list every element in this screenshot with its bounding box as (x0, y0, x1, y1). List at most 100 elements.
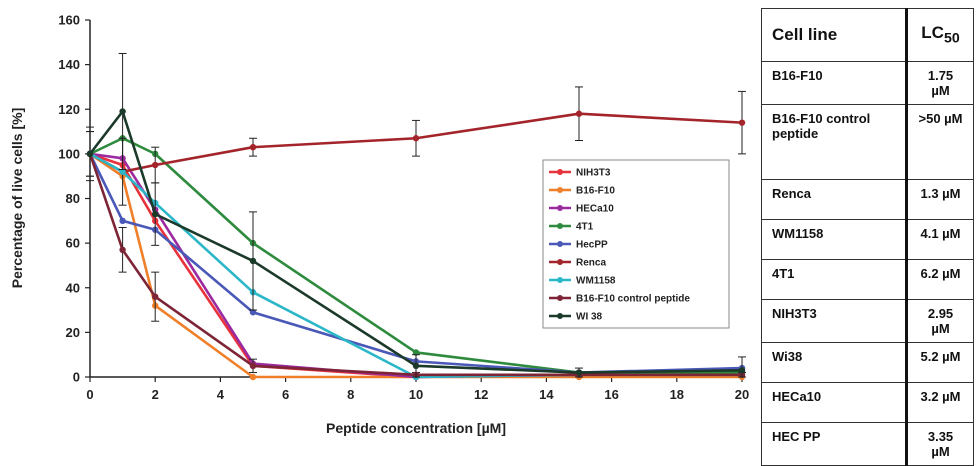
x-tick-label: 6 (282, 387, 289, 402)
y-tick-label: 40 (66, 280, 80, 295)
lc50-header: LC50 (906, 8, 974, 62)
data-point (575, 369, 583, 376)
data-point (249, 257, 257, 265)
data-point (152, 161, 159, 169)
y-axis-title: Percentage of live cells [%] (9, 108, 25, 289)
x-tick-label: 0 (86, 387, 93, 402)
x-tick-label: 10 (409, 387, 423, 402)
legend-label: HECa10 (576, 204, 614, 215)
legend-label: NIH3T3 (576, 168, 611, 179)
x-tick-label: 4 (217, 387, 225, 402)
data-point (119, 246, 126, 254)
cell-line-name: Wi38 (760, 342, 909, 383)
lc50-value: 6.2 µM (906, 259, 974, 300)
legend-marker (557, 223, 563, 229)
x-axis-title: Peptide concentration [µM] (326, 420, 506, 436)
legend-marker (557, 259, 563, 265)
data-point (249, 362, 257, 370)
x-tick-label: 16 (604, 387, 618, 402)
x-tick-label: 2 (152, 387, 159, 402)
lc50-value: 2.95 µM (906, 299, 974, 343)
lc50-table: Cell line LC50 B16-F10 1.75 µM B16-F10 con… (760, 8, 974, 466)
cell-line-header: Cell line (760, 8, 909, 62)
lc50-value: 3.35 µM (906, 422, 974, 466)
table-header-row: Cell line LC50 (760, 8, 974, 62)
table-row: Renca 1.3 µM (760, 179, 974, 220)
data-point (249, 143, 257, 151)
cell-line-name: HECa10 (760, 382, 909, 423)
data-point (152, 210, 159, 218)
legend-marker (557, 169, 563, 175)
lc50-value: 1.3 µM (906, 179, 974, 220)
cell-line-name: B16-F10 control peptide (760, 104, 909, 180)
cell-line-name: WM1158 (760, 219, 909, 260)
data-point (119, 108, 126, 115)
data-point (119, 168, 126, 175)
data-point (738, 119, 746, 126)
cell-line-name: B16-F10 (760, 61, 909, 105)
lc50-value: 3.2 µM (906, 382, 974, 423)
legend-label: WI 38 (576, 312, 603, 323)
legend-box (542, 159, 730, 329)
table-row: NIH3T3 2.95 µM (760, 299, 974, 343)
table-row: HECa10 3.2 µM (760, 382, 974, 423)
lc50-value: >50 µM (906, 104, 974, 180)
cell-line-name: 4T1 (760, 259, 909, 300)
lc-header-subscript: 50 (943, 30, 960, 47)
legend-label: Renca (576, 258, 606, 269)
legend-marker (557, 277, 563, 283)
legend-label: B16-F10 (576, 186, 615, 197)
legend-label: HecPP (576, 240, 608, 251)
y-tick-label: 140 (58, 57, 80, 72)
data-point (86, 150, 94, 158)
cell-line-name: NIH3T3 (760, 299, 909, 343)
legend-label: WM1158 (576, 276, 616, 287)
x-tick-label: 20 (735, 387, 749, 402)
cell-line-name: HEC PP (760, 422, 909, 466)
data-point (412, 349, 420, 356)
line-chart: 0 20 40 60 80 100 120 140 160 0 2 4 6 8 10 12 14 16 18 20 N… (9, 13, 749, 437)
legend-label: 4T1 (576, 222, 594, 233)
legend-marker (557, 241, 563, 247)
chart-legend: NIH3T3 B16-F10 HECa10 4T1 HecPP Renca WM1158 B1… (542, 159, 730, 329)
table-row: B16-F10 1.75 µM (760, 61, 974, 105)
table-row: 4T1 6.2 µM (760, 259, 974, 300)
y-tick-label: 100 (58, 146, 80, 161)
table-row: WM1158 4.1 µM (760, 219, 974, 260)
lc50-value: 1.75 µM (906, 61, 974, 105)
cell-line-name: Renca (760, 179, 909, 220)
data-point (119, 217, 126, 225)
y-tick-label: 120 (58, 102, 80, 117)
x-tick-label: 8 (347, 387, 354, 402)
x-tick-label: 12 (474, 387, 488, 402)
legend-label: B16-F10 control peptide (576, 294, 690, 305)
y-tick-label: 160 (58, 13, 80, 28)
x-tick-label: 18 (670, 387, 684, 402)
data-point (412, 362, 420, 370)
data-point (249, 309, 257, 316)
lc50-value: 4.1 µM (906, 219, 974, 260)
data-point (249, 373, 257, 381)
series-wi-38 (86, 52, 746, 378)
table-row: B16-F10 control peptide >50 µM (760, 104, 974, 180)
chart-series (86, 52, 746, 381)
table-body: B16-F10 1.75 µM B16-F10 control peptide >50… (760, 61, 974, 466)
legend-marker (557, 313, 563, 319)
table-row: Wi38 5.2 µM (760, 342, 974, 383)
data-point (412, 135, 420, 142)
legend-marker (557, 187, 563, 193)
y-tick-label: 0 (73, 370, 80, 385)
data-point (738, 367, 746, 374)
legend-marker (557, 205, 563, 211)
y-tick-label: 20 (66, 325, 80, 340)
legend-marker (557, 295, 563, 301)
y-tick-label: 80 (66, 191, 80, 206)
chart-axes: 0 20 40 60 80 100 120 140 160 0 2 4 6 8 10 12 14 16 18 20 (58, 13, 749, 403)
data-point (152, 293, 159, 300)
lc-header-text: LC (921, 23, 944, 43)
table-row: HEC PP 3.35 µM (760, 422, 974, 466)
data-point (575, 110, 583, 117)
y-tick-label: 60 (66, 236, 80, 251)
x-tick-label: 14 (539, 387, 554, 402)
lc50-value: 5.2 µM (906, 342, 974, 383)
